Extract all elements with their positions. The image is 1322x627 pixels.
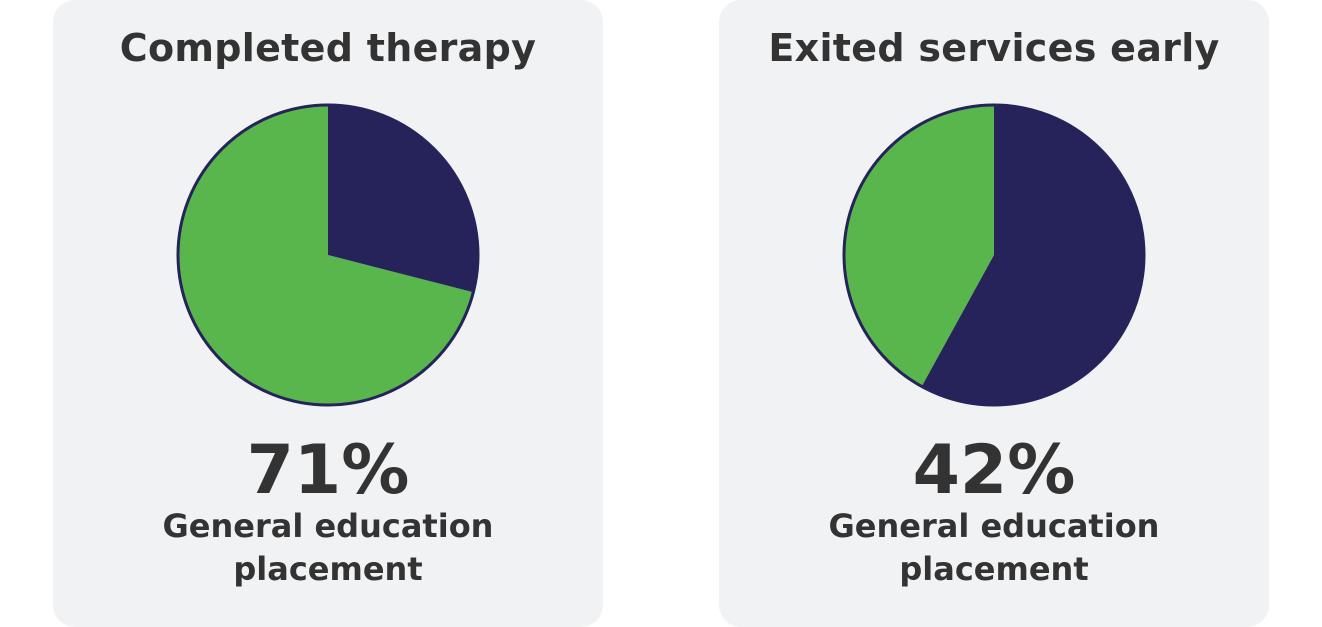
caption-line-1: General education: [828, 507, 1160, 545]
chart-title: Exited services early: [768, 26, 1220, 70]
caption: General education placement: [719, 505, 1269, 591]
caption-line-2: placement: [233, 550, 423, 588]
caption-line-2: placement: [899, 550, 1089, 588]
chart-title: Completed therapy: [119, 26, 537, 70]
pie-outline: [842, 103, 1146, 407]
card-exited-services-early: Exited services early 42% General educat…: [719, 0, 1269, 627]
pie-slice-1: [843, 105, 994, 387]
pie-chart-completed-therapy: [176, 103, 480, 407]
pie-outline: [176, 103, 480, 407]
pie-slice-1: [178, 105, 474, 406]
card-completed-therapy: Completed therapy 71% General education …: [53, 0, 603, 627]
caption: General education placement: [53, 505, 603, 591]
percent-value: 42%: [912, 431, 1076, 510]
caption-line-1: General education: [162, 507, 494, 545]
pie-slice-2: [328, 105, 479, 293]
pie-chart-exited-services-early: [842, 103, 1146, 407]
percent-value: 71%: [246, 431, 410, 510]
pie-slice-2: [921, 105, 1144, 405]
